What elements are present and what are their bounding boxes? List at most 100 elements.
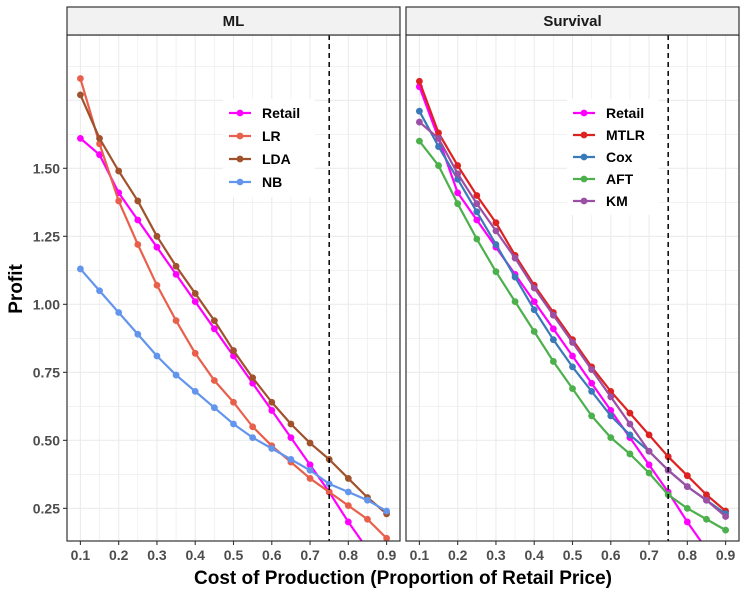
x-tick-label: 0.4 <box>185 547 205 563</box>
point-lr <box>115 197 123 205</box>
point-mtlr <box>703 491 710 499</box>
point-lr <box>76 75 84 82</box>
point-lda <box>306 439 314 447</box>
point-mtlr <box>683 472 691 480</box>
point-retail <box>191 298 199 306</box>
x-tick-label: 0.9 <box>716 547 736 563</box>
legend-label-aft: AFT <box>606 171 634 187</box>
point-aft <box>683 504 691 512</box>
point-lda <box>287 420 295 428</box>
point-aft <box>626 450 634 458</box>
point-lr <box>364 515 371 523</box>
point-cox <box>473 208 481 216</box>
point-retail <box>683 518 691 526</box>
point-aft <box>569 385 576 393</box>
point-nb <box>210 404 218 412</box>
x-axis: 0.1 0.2 0.3 0.4 0.5 0.6 0.7 0.8 0.9 <box>71 541 397 563</box>
legend: Retail LR LDA NB <box>223 99 315 197</box>
point-cox <box>626 431 634 439</box>
point-km <box>703 496 710 504</box>
point-nb <box>115 309 123 316</box>
point-km <box>473 200 481 208</box>
point-lda <box>268 398 276 406</box>
x-tick-label: 0.5 <box>224 547 244 563</box>
y-tick-label: 0.50 <box>33 432 60 448</box>
legend-key-point <box>236 109 244 117</box>
point-retail <box>364 546 371 553</box>
x-tick-label: 0.9 <box>377 547 397 563</box>
series-group <box>76 75 391 553</box>
point-nb <box>287 455 295 463</box>
point-aft <box>415 137 423 145</box>
y-tick-label: 0.25 <box>33 500 60 516</box>
point-lr <box>383 534 391 541</box>
point-aft <box>530 328 538 335</box>
series-group <box>415 77 730 580</box>
point-retail <box>268 407 276 414</box>
y-axis-title: Profit <box>6 264 27 314</box>
point-km <box>626 420 634 428</box>
point-retail <box>569 352 576 360</box>
x-tick-label: 0.8 <box>678 547 698 563</box>
point-nb <box>230 420 237 428</box>
point-retail <box>287 434 295 442</box>
point-nb <box>249 434 257 442</box>
legend-label-retail: Retail <box>606 105 644 121</box>
x-tick-label: 0.5 <box>563 547 583 563</box>
point-cox <box>530 306 538 314</box>
point-mtlr <box>435 129 442 137</box>
point-km <box>588 366 596 374</box>
point-retail <box>153 243 161 251</box>
point-km <box>454 170 462 178</box>
legend-key-point <box>236 178 244 186</box>
point-lr <box>210 377 218 384</box>
legend-key-point <box>580 175 588 183</box>
x-tick-label: 0.1 <box>71 547 91 563</box>
point-km <box>530 284 538 292</box>
y-tick-label: 1.25 <box>33 228 60 244</box>
point-aft <box>492 268 500 276</box>
legend-key-point <box>580 197 588 205</box>
point-retail <box>454 189 462 197</box>
point-lda <box>153 232 161 240</box>
point-nb <box>325 480 333 488</box>
point-nb <box>364 496 371 504</box>
point-retail <box>722 573 729 580</box>
point-lr <box>191 349 199 357</box>
point-km <box>645 447 653 455</box>
point-cox <box>511 273 519 281</box>
point-lr <box>325 488 333 496</box>
x-tick-label: 0.3 <box>147 547 167 563</box>
point-aft <box>473 235 481 243</box>
x-tick-label: 0.2 <box>109 547 129 563</box>
legend-key-point <box>236 132 244 140</box>
point-aft <box>549 358 557 365</box>
legend-label-mtlr: MTLR <box>606 127 645 143</box>
legend-label-lda: LDA <box>262 151 291 167</box>
point-retail <box>306 461 314 469</box>
point-lr <box>249 423 257 431</box>
point-lda <box>76 91 84 99</box>
point-mtlr <box>492 219 500 227</box>
point-lda <box>115 167 123 175</box>
point-retail <box>96 151 103 159</box>
point-lr <box>230 398 237 406</box>
point-retail <box>210 325 218 333</box>
x-tick-label: 0.6 <box>601 547 621 563</box>
point-retail <box>134 216 142 224</box>
point-nb <box>172 371 180 379</box>
point-km <box>511 254 519 262</box>
point-aft <box>645 469 653 477</box>
y-tick-label: 0.75 <box>33 364 60 380</box>
point-lda <box>210 317 218 325</box>
point-km <box>722 513 730 520</box>
point-km <box>683 483 691 490</box>
point-mtlr <box>454 162 462 169</box>
point-nb <box>153 352 161 360</box>
strip-background <box>66 6 401 36</box>
point-lr <box>153 281 161 289</box>
